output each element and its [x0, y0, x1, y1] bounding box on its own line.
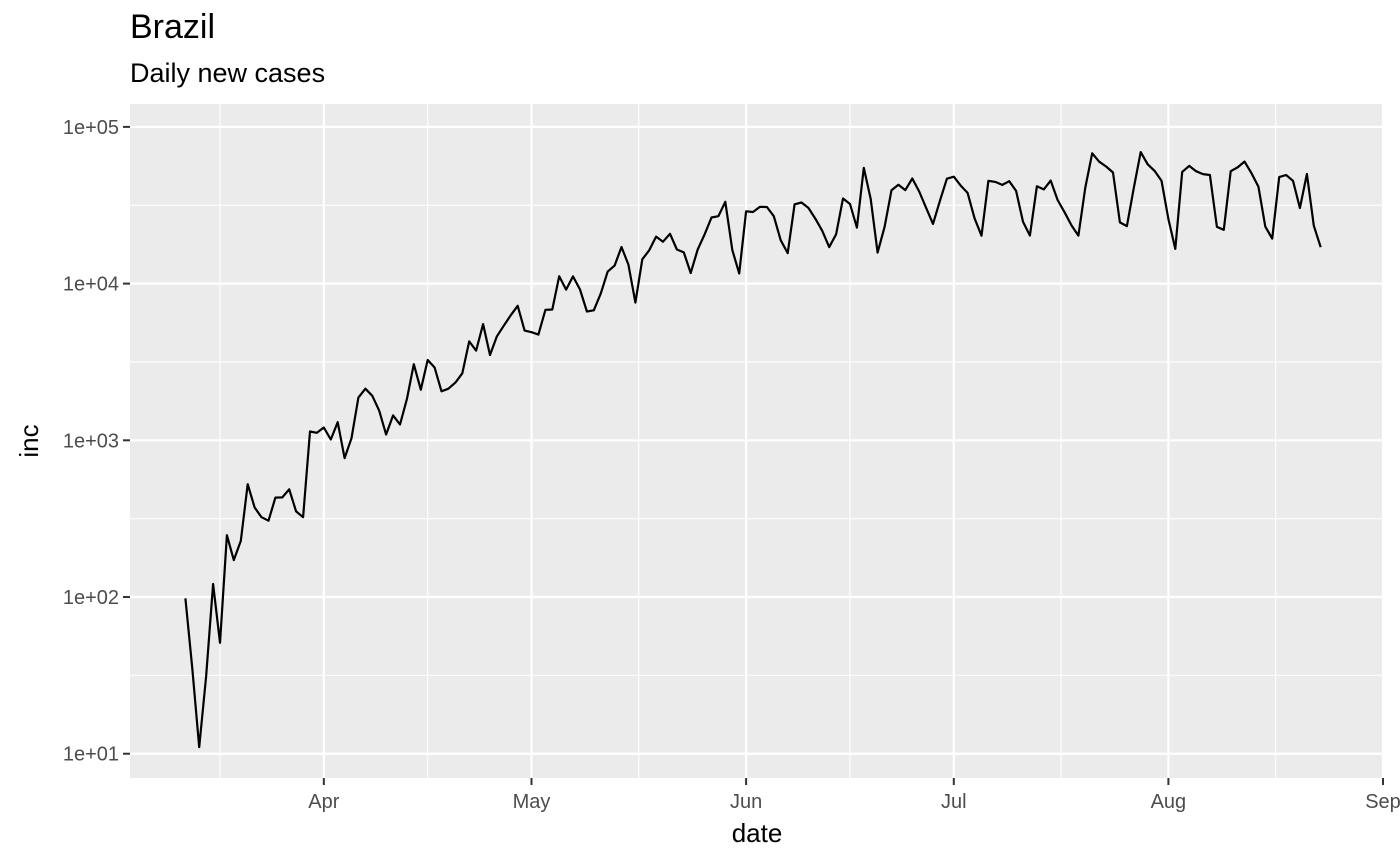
x-tick-label: Jun	[730, 791, 762, 813]
y-tick-label: 1e+04	[63, 274, 119, 296]
x-axis-title: date	[732, 818, 783, 848]
axis-tick-labels: Apr May Jun Jul Aug Sep 1e+01 1e+02 1e+03 1e+04 1e…	[63, 117, 1400, 813]
y-axis-title: inc	[14, 424, 44, 457]
chart-title: Brazil	[130, 8, 216, 46]
x-tick-label: Apr	[308, 791, 339, 813]
chart-subtitle: Daily new cases	[130, 58, 326, 88]
x-tick-label: May	[513, 791, 551, 813]
series-line	[184, 151, 1322, 749]
x-tick-label: Jul	[941, 791, 967, 813]
y-tick-label: 1e+05	[63, 117, 119, 139]
x-tick-label: Sep	[1365, 791, 1400, 813]
x-tick-label: Aug	[1151, 791, 1187, 813]
series-layer	[184, 151, 1322, 749]
y-tick-label: 1e+02	[63, 587, 119, 609]
y-tick-label: 1e+03	[63, 430, 119, 452]
y-tick-label: 1e+01	[63, 744, 119, 766]
axis-ticks	[123, 125, 1384, 785]
